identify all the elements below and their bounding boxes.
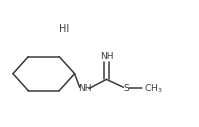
Text: HI: HI bbox=[59, 24, 69, 34]
Text: S: S bbox=[124, 84, 129, 93]
Text: NH: NH bbox=[78, 84, 91, 93]
Text: NH: NH bbox=[100, 52, 113, 61]
Text: CH$_3$: CH$_3$ bbox=[144, 82, 163, 94]
